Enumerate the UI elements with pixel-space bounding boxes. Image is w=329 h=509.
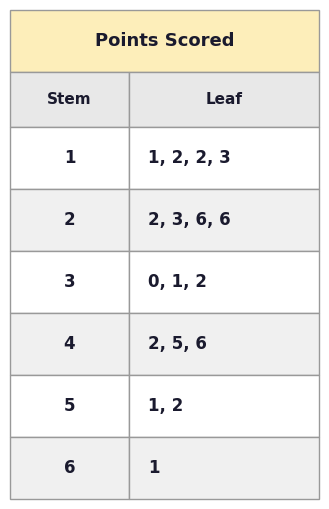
Text: 3: 3 [64,273,75,291]
Bar [129,72,319,127]
Bar [10,375,129,437]
Bar [10,127,129,189]
Text: 6: 6 [64,459,75,477]
Bar [129,313,319,375]
Text: 1, 2: 1, 2 [148,397,183,415]
Text: 2, 5, 6: 2, 5, 6 [148,335,207,353]
Bar [10,251,129,313]
Text: Leaf: Leaf [206,92,242,107]
Text: Stem: Stem [47,92,92,107]
Bar [10,313,129,375]
Text: 2, 3, 6, 6: 2, 3, 6, 6 [148,211,231,229]
Bar [10,72,129,127]
Bar [10,189,129,251]
Text: 1: 1 [64,149,75,167]
Text: 4: 4 [64,335,75,353]
Text: 5: 5 [64,397,75,415]
Bar [129,375,319,437]
Bar [129,251,319,313]
Text: Points Scored: Points Scored [95,32,234,50]
Text: 2: 2 [64,211,75,229]
Text: 0, 1, 2: 0, 1, 2 [148,273,207,291]
Text: 1: 1 [148,459,160,477]
Bar [129,189,319,251]
Bar [129,437,319,499]
Bar [129,127,319,189]
Bar [10,437,129,499]
Bar [10,10,319,72]
Text: 1, 2, 2, 3: 1, 2, 2, 3 [148,149,231,167]
